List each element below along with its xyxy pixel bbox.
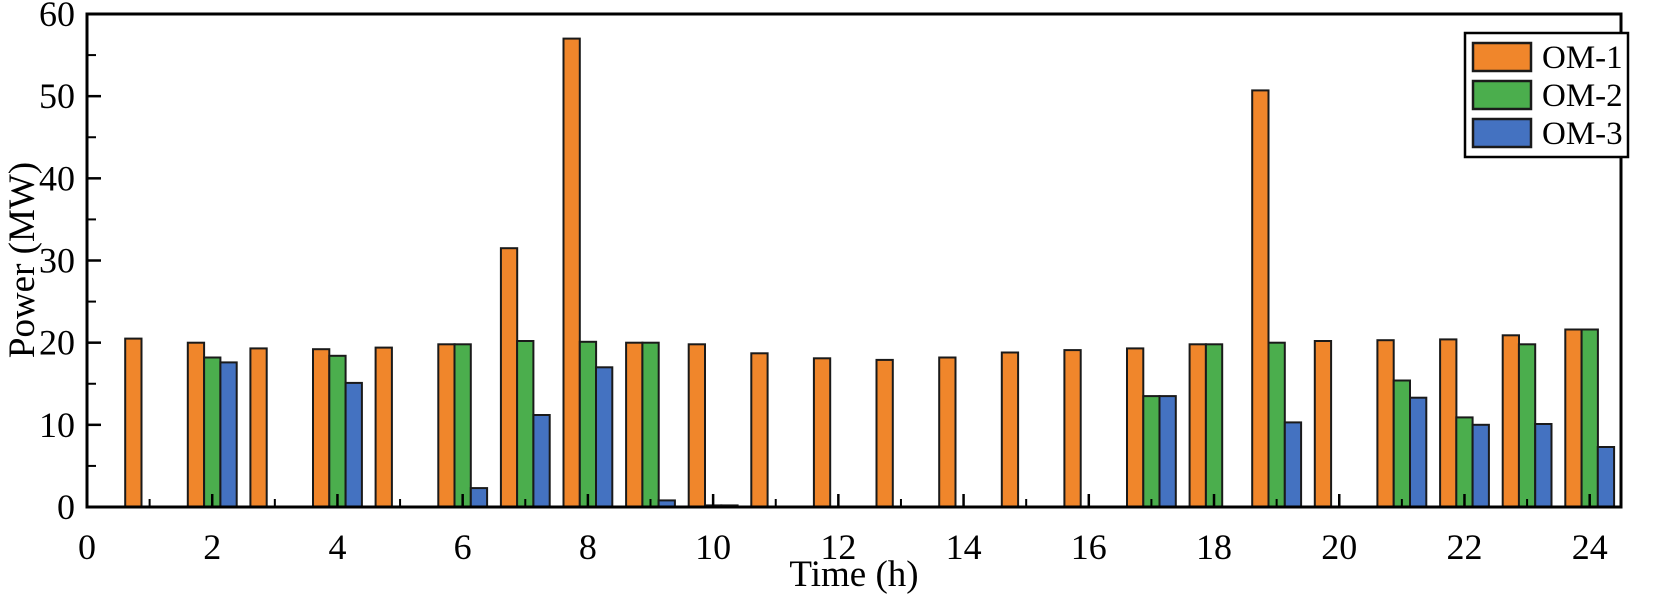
legend-entry-om-2: OM-2 xyxy=(1471,78,1623,114)
bar-om-2-h24 xyxy=(1580,328,1599,508)
bar-om-1-h2 xyxy=(186,341,206,509)
bar-om-2-h7 xyxy=(516,340,535,508)
bar-om-3-h7 xyxy=(532,414,551,508)
y-axis-title: Power (MW) xyxy=(2,162,43,358)
bar-om-1-h11 xyxy=(750,352,769,508)
bar-om-1-h7 xyxy=(499,247,519,508)
bar-om-3-h19 xyxy=(1283,421,1303,508)
bar-om-3-h23 xyxy=(1534,423,1553,508)
y-tick-label-30: 30 xyxy=(39,241,75,281)
bar-om-1-h9 xyxy=(625,341,644,509)
bar-om-1-h3 xyxy=(249,347,268,508)
legend: OM-1OM-2OM-3 xyxy=(1463,31,1630,159)
bar-om-3-h17 xyxy=(1158,395,1177,509)
y-tick-label-0: 0 xyxy=(57,487,75,527)
bar-om-1-h15 xyxy=(1000,351,1020,508)
plot-border xyxy=(85,12,1623,509)
bar-om-3-h4 xyxy=(344,381,363,508)
bar-om-1-h6 xyxy=(437,343,456,508)
bar-om-3-h2 xyxy=(219,361,238,508)
bar-om-2-h21 xyxy=(1392,379,1411,508)
bar-om-1-h13 xyxy=(875,358,894,508)
x-tick-label-18: 18 xyxy=(1196,527,1232,567)
bar-om-2-h19 xyxy=(1267,341,1286,509)
bar-om-2-h22 xyxy=(1455,416,1474,508)
bar-om-3-h21 xyxy=(1409,396,1428,509)
legend-swatch-om-2 xyxy=(1471,79,1533,111)
legend-entry-om-1: OM-1 xyxy=(1471,40,1623,76)
x-tick-label-6: 6 xyxy=(454,527,472,567)
legend-label-om-1: OM-1 xyxy=(1542,40,1623,76)
bar-om-1-h12 xyxy=(812,357,832,508)
bar-om-2-h17 xyxy=(1142,395,1161,509)
x-tick-label-24: 24 xyxy=(1572,527,1608,567)
bar-om-1-h22 xyxy=(1439,338,1458,508)
bar-om-1-h21 xyxy=(1376,339,1395,509)
x-tick-label-14: 14 xyxy=(946,527,982,567)
bar-om-2-h8 xyxy=(578,340,598,508)
x-tick-label-22: 22 xyxy=(1446,527,1482,567)
x-tick-label-20: 20 xyxy=(1321,527,1357,567)
bar-om-1-h16 xyxy=(1063,349,1082,508)
bar-om-2-h23 xyxy=(1517,343,1537,508)
y-tick-label-20: 20 xyxy=(39,323,75,363)
x-tick-label-0: 0 xyxy=(78,527,96,567)
bar-om-2-h9 xyxy=(641,341,660,509)
bar-om-3-h24 xyxy=(1596,446,1616,508)
x-tick-label-12: 12 xyxy=(820,527,856,567)
x-tick-label-16: 16 xyxy=(1071,527,1107,567)
bar-om-2-h2 xyxy=(203,356,222,508)
legend-swatch-om-1 xyxy=(1471,41,1533,73)
bar-om-1-h23 xyxy=(1501,334,1520,508)
bar-om-1-h20 xyxy=(1313,340,1333,508)
bar-om-1-h17 xyxy=(1126,347,1145,508)
bar-om-1-h14 xyxy=(938,356,957,508)
legend-swatch-om-3 xyxy=(1471,117,1533,149)
y-tick-label-10: 10 xyxy=(39,405,75,445)
legend-label-om-2: OM-2 xyxy=(1542,78,1623,114)
bar-om-3-h22 xyxy=(1471,423,1490,508)
legend-label-om-3: OM-3 xyxy=(1542,116,1623,152)
bar-om-1-h5 xyxy=(374,346,393,508)
y-tick-label-40: 40 xyxy=(39,158,75,198)
bar-om-1-h10 xyxy=(687,343,707,508)
x-tick-label-2: 2 xyxy=(203,527,221,567)
bar-om-1-h19 xyxy=(1251,89,1270,509)
bar-om-1-h18 xyxy=(1188,343,1207,508)
bar-om-3-h8 xyxy=(595,366,614,508)
x-axis-title: Time (h) xyxy=(789,554,918,594)
bar-om-1-h8 xyxy=(562,37,581,508)
y-tick-label-50: 50 xyxy=(39,76,75,116)
bar-om-2-h6 xyxy=(453,343,472,508)
bar-om-3-h6 xyxy=(469,487,489,509)
bar-om-1-h24 xyxy=(1564,328,1583,508)
x-tick-label-8: 8 xyxy=(579,527,597,567)
bar-om-1-h1 xyxy=(124,337,143,508)
bar-om-1-h4 xyxy=(312,348,331,509)
x-tick-label-10: 10 xyxy=(695,527,731,567)
legend-entry-om-3: OM-3 xyxy=(1471,116,1623,152)
x-tick-label-4: 4 xyxy=(328,527,346,567)
bar-om-2-h18 xyxy=(1204,343,1224,508)
y-tick-label-60: 60 xyxy=(39,0,75,34)
bar-om-2-h4 xyxy=(328,354,347,508)
bars-layer xyxy=(124,37,1616,509)
